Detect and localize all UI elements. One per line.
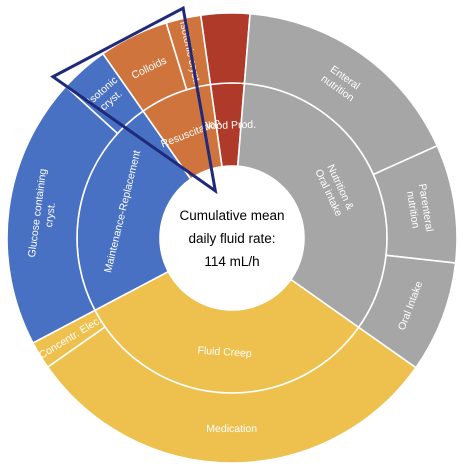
outer-label-parenteral-nutrition-2-line-2: nutrition [404,190,422,229]
center-label-line1: Cumulative mean [179,208,284,223]
inner-ring [76,82,388,394]
inner-label-fluid-creep: Fluid Creep [197,345,252,360]
outer-label-medication-4: Medication [206,423,257,435]
outer-label-glucose-containing-cryst-6-line-2: cryst. [43,202,58,228]
center-label-line3: 114 mL/h [204,254,259,269]
outer-segment-isotonic-cryst-9 [165,14,212,91]
outer-label-parenteral-nutrition-2: Parenteralnutrition [403,183,435,235]
center-hole [160,166,304,310]
inner-label-blood-prod: Blood Prod. [201,119,256,133]
highlight-triangle [50,5,218,195]
outer-ring [6,12,458,464]
outer-segment-medication-4 [46,325,417,464]
center-label-line2: daily fluid rate: [188,231,275,246]
